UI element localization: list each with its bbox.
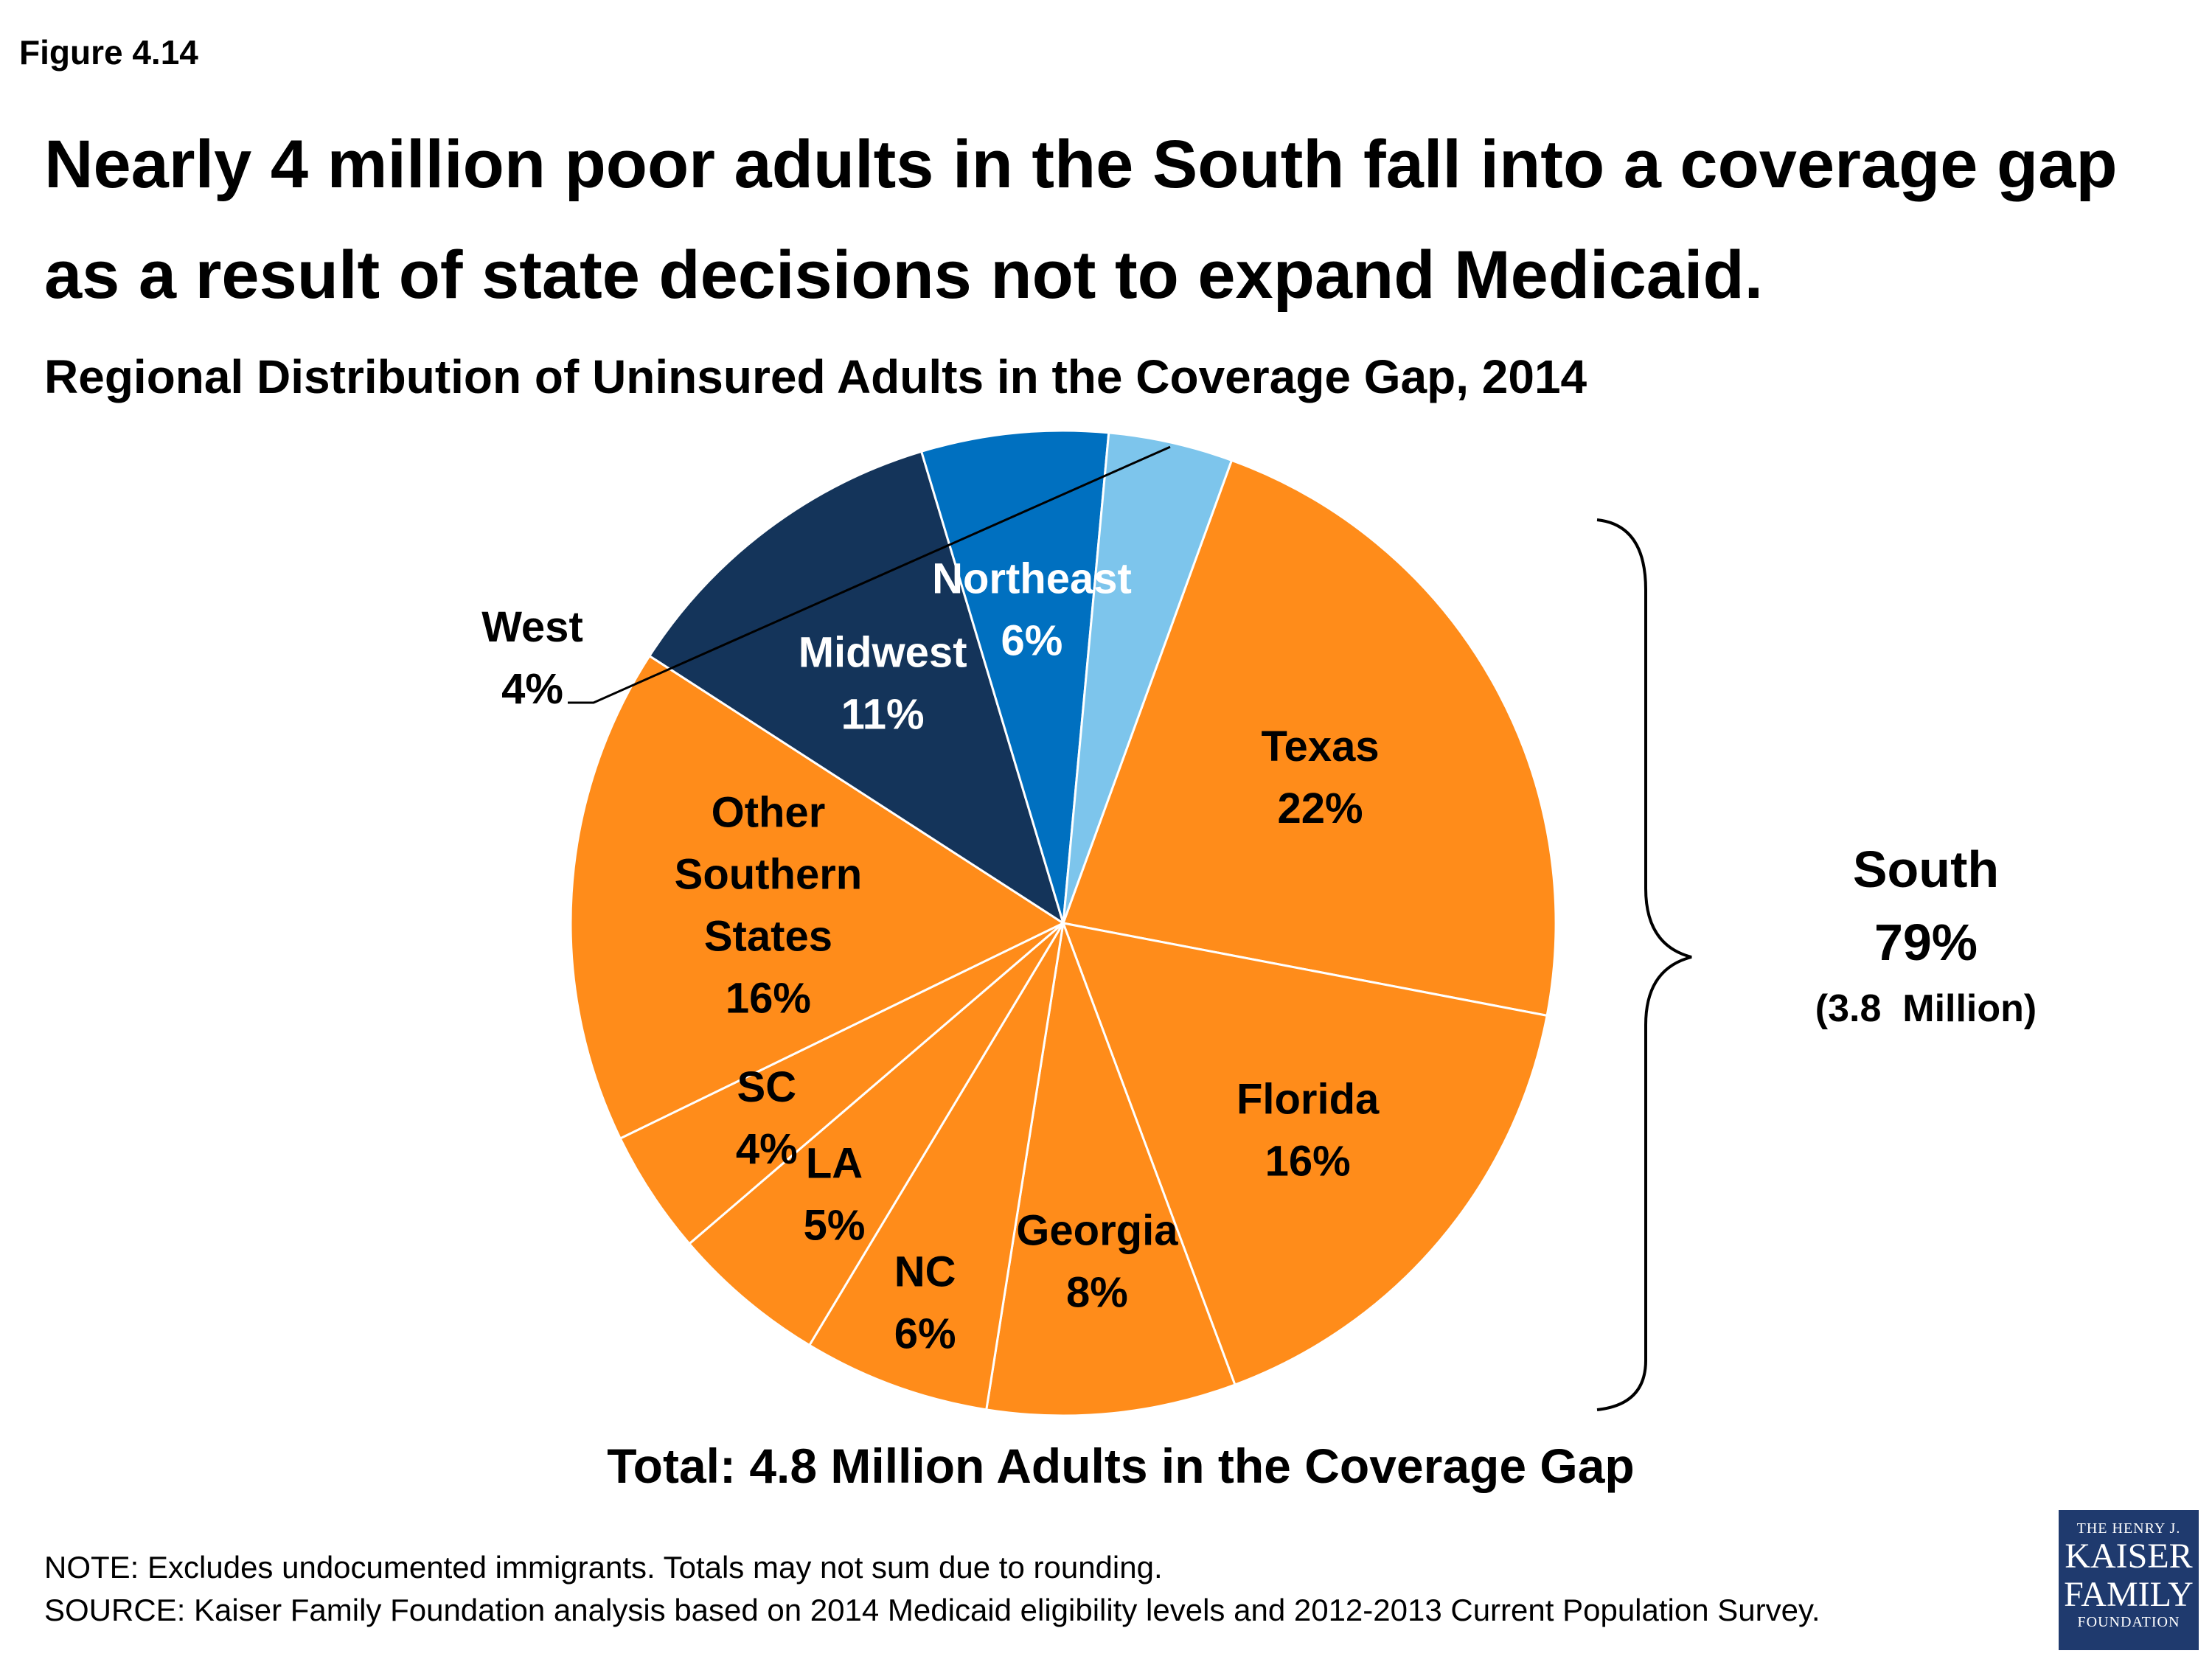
slice-value-midwest: 11%	[841, 690, 925, 738]
slice-value-texas: 22%	[1277, 785, 1363, 832]
slice-label-west: West	[481, 603, 583, 651]
south-detail: (3.8 Million)	[1815, 987, 2037, 1030]
slice-label-other-southern-states: Southern	[675, 851, 863, 899]
pie-slice-west	[1062, 431, 1234, 924]
chart-title: Regional Distribution of Uninsured Adult…	[44, 350, 1587, 403]
slice-label-midwest: Midwest	[799, 628, 967, 676]
pie-slice-northeast	[919, 429, 1110, 924]
slice-value-west: 4%	[501, 665, 563, 713]
pie-slice-la	[687, 922, 1065, 1347]
south-bracket	[1596, 518, 1697, 1411]
pie-slice-midwest	[647, 450, 1065, 926]
south-value: 79%	[1874, 914, 1978, 971]
leader-line-west	[568, 445, 1171, 704]
note-text: NOTE: Excludes undocumented immigrants. …	[44, 1550, 1163, 1585]
pie-slice-nc	[807, 922, 1065, 1411]
pie-slice-texas	[1061, 459, 1557, 1018]
slice-label-northeast: Northeast	[932, 555, 1132, 603]
slice-label-nc: NC	[894, 1248, 956, 1296]
slice-value-sc: 4%	[736, 1125, 798, 1173]
slice-value-florida: 16%	[1265, 1137, 1351, 1185]
figure-label: Figure 4.14	[19, 33, 198, 72]
slice-label-other-southern-states: States	[704, 913, 832, 961]
slice-label-la: LA	[806, 1139, 863, 1187]
slice-label-florida: Florida	[1237, 1075, 1380, 1123]
slice-value-nc: 6%	[894, 1310, 956, 1358]
source-text: SOURCE: Kaiser Family Foundation analysi…	[44, 1593, 1820, 1627]
slice-value-georgia: 8%	[1066, 1269, 1128, 1317]
south-label: South	[1853, 841, 1999, 898]
slice-label-other-southern-states: Other	[712, 789, 826, 837]
page-title: Nearly 4 million poor adults in the Sout…	[44, 127, 2118, 313]
kaiser-logo: THE HENRY J. KAISER FAMILY FOUNDATION	[2059, 1510, 2199, 1650]
slice-label-sc: SC	[737, 1063, 797, 1111]
chart-total: Total: 4.8 Million Adults in the Coverag…	[607, 1439, 1635, 1493]
pie-slice-georgia	[985, 919, 1237, 1417]
slice-value-northeast: 6%	[1001, 617, 1063, 665]
slice-value-la: 5%	[804, 1201, 866, 1249]
pie-slice-florida	[1061, 922, 1548, 1386]
slice-label-texas: Texas	[1261, 723, 1379, 771]
slice-value-other-southern-states: 16%	[726, 975, 811, 1023]
slice-label-georgia: Georgia	[1016, 1207, 1178, 1255]
pie-slice-other-southern-states	[569, 654, 1066, 1140]
